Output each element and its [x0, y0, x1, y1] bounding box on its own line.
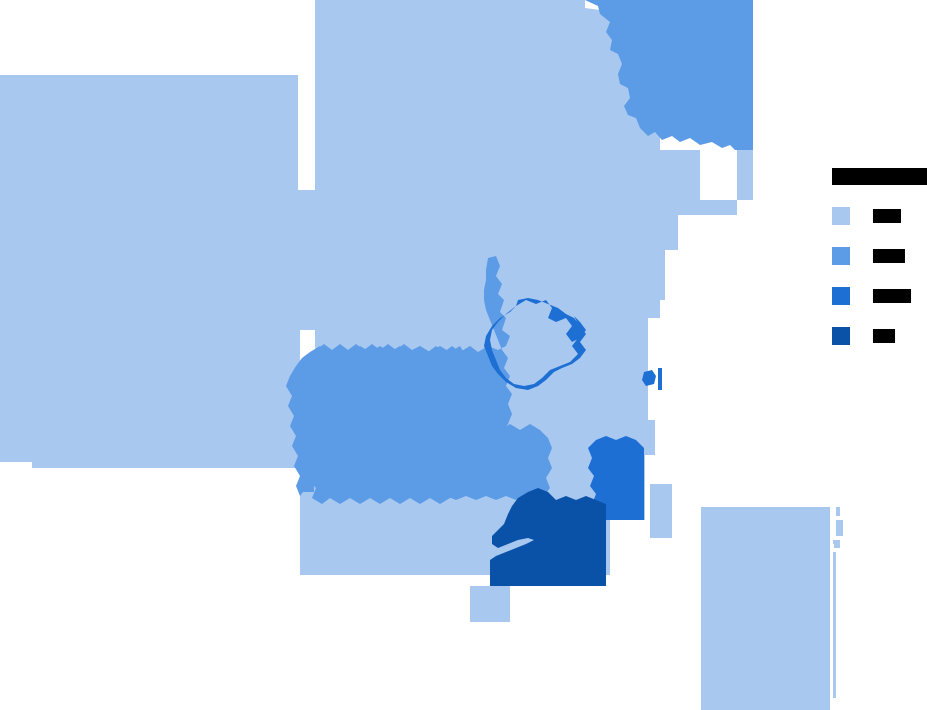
map-region-inset-main[interactable]: [701, 507, 830, 710]
legend-item-tier-2[interactable]: [832, 247, 927, 265]
map-legend: [832, 168, 927, 367]
map-region-e-strip[interactable]: [737, 150, 753, 200]
map-region-e-small-strip[interactable]: [650, 484, 672, 538]
legend-item-tier-4[interactable]: [832, 327, 927, 345]
legend-swatch-tier-3: [832, 287, 850, 305]
legend-item-tier-1[interactable]: [832, 207, 927, 225]
map-region-nw-block[interactable]: [0, 75, 315, 468]
legend-swatch-tier-2: [832, 247, 850, 265]
map-region-central-south[interactable]: [374, 424, 552, 500]
legend-label-redaction-bar-tier-4: [873, 329, 895, 343]
map-region-w-small[interactable]: [300, 462, 314, 492]
map-region-se-mid[interactable]: [588, 436, 644, 520]
legend-swatch-tier-4: [832, 327, 850, 345]
legend-swatch-tier-1: [832, 207, 850, 225]
map-region-east-small[interactable]: [642, 368, 662, 390]
map-region-ne-upper[interactable]: [585, 0, 753, 150]
legend-label-redaction-bar-tier-1: [873, 209, 901, 223]
map-region-south-core[interactable]: [490, 488, 606, 586]
legend-label-redaction-bar-tier-3: [873, 289, 911, 303]
legend-label-redaction-bar-tier-2: [873, 249, 905, 263]
map-region-central-core[interactable]: [484, 298, 586, 390]
legend-title-redaction-bar: [832, 168, 927, 185]
map-region-inset-sliver[interactable]: [833, 507, 843, 698]
legend-item-tier-3[interactable]: [832, 287, 927, 305]
map-region-s-small[interactable]: [470, 586, 510, 622]
